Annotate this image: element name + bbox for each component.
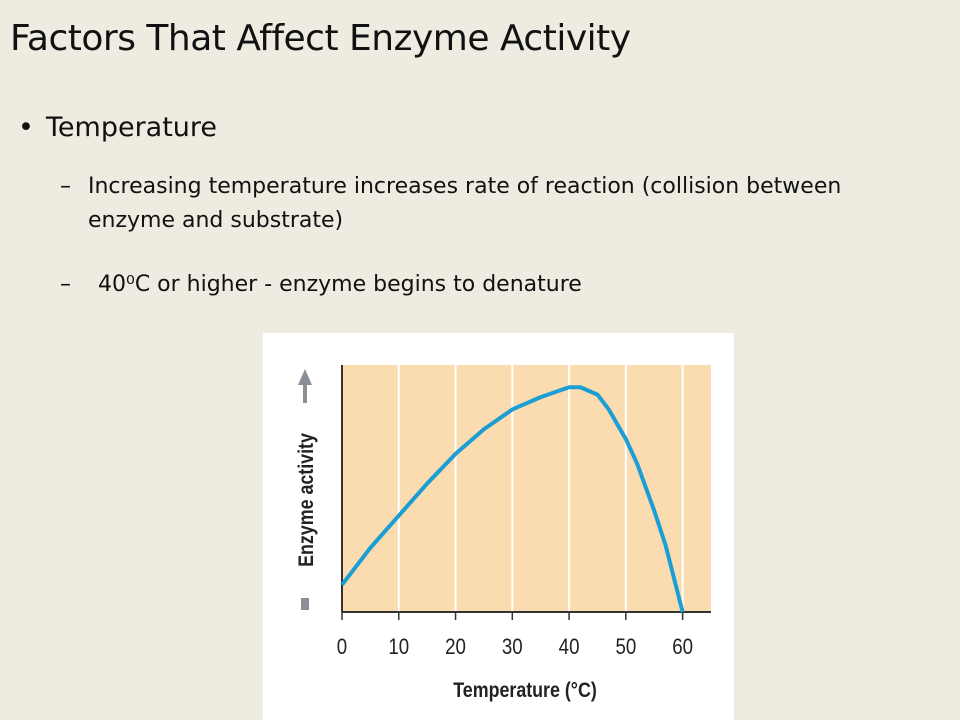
x-tick-label: 60 [672,636,693,660]
x-tick-label: 20 [445,636,466,660]
sub-bullet: 40⁰C or higher - enzyme begins to denatu… [60,268,858,302]
sub-bullet: Increasing temperature increases rate of… [60,170,848,238]
y-minus [301,598,309,610]
x-tick-label: 10 [388,636,409,660]
y-arrow [298,369,312,403]
data-line [340,385,685,613]
x-axis-label: Temperature (°C) [453,679,597,703]
x-tick-label: 50 [615,636,636,660]
y-axis-label: Enzyme activity [295,433,319,567]
chart: 0 10 20 30 40 50 60 Temperature (°C) Enzyme acti… [263,333,734,720]
x-tick-label: 40 [559,636,580,660]
bullet: Temperature [18,112,217,143]
x-tick-label: 30 [502,636,523,660]
x-tick-label: 0 [337,636,347,660]
plot-background [342,365,711,612]
slide-title: Factors That Affect Enzyme Activity [10,18,631,59]
